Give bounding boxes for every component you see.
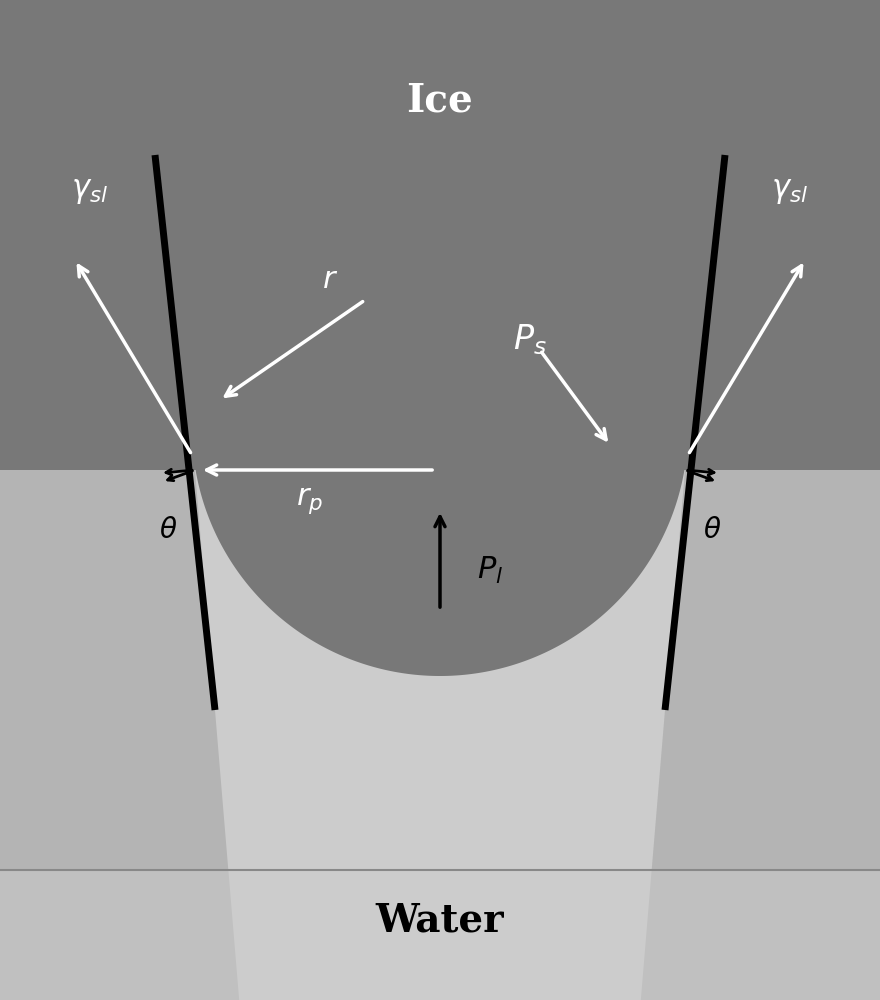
Polygon shape: [685, 155, 880, 470]
Text: $\mathbf{\mathit{r_p}}$: $\mathbf{\mathit{r_p}}$: [297, 485, 324, 516]
Text: $\mathbf{\mathit{\theta}}$: $\mathbf{\mathit{\theta}}$: [703, 516, 722, 544]
Text: $\gamma_{sl}$: $\gamma_{sl}$: [772, 174, 809, 206]
Text: $\mathbf{\mathit{P_l}}$: $\mathbf{\mathit{P_l}}$: [477, 554, 503, 586]
Text: Ice: Ice: [407, 81, 473, 119]
Polygon shape: [0, 870, 880, 1000]
Text: $\mathbf{\mathit{P_s}}$: $\mathbf{\mathit{P_s}}$: [513, 323, 546, 357]
Text: $\mathbf{\mathit{r}}$: $\mathbf{\mathit{r}}$: [322, 264, 338, 296]
Text: $\mathbf{\mathit{\theta}}$: $\mathbf{\mathit{\theta}}$: [158, 516, 177, 544]
Text: $\gamma_{sl}$: $\gamma_{sl}$: [71, 174, 108, 206]
Text: Water: Water: [376, 901, 504, 939]
Polygon shape: [0, 0, 880, 470]
Polygon shape: [0, 470, 880, 1000]
Polygon shape: [0, 155, 195, 470]
Polygon shape: [195, 470, 685, 1000]
Polygon shape: [195, 470, 685, 676]
